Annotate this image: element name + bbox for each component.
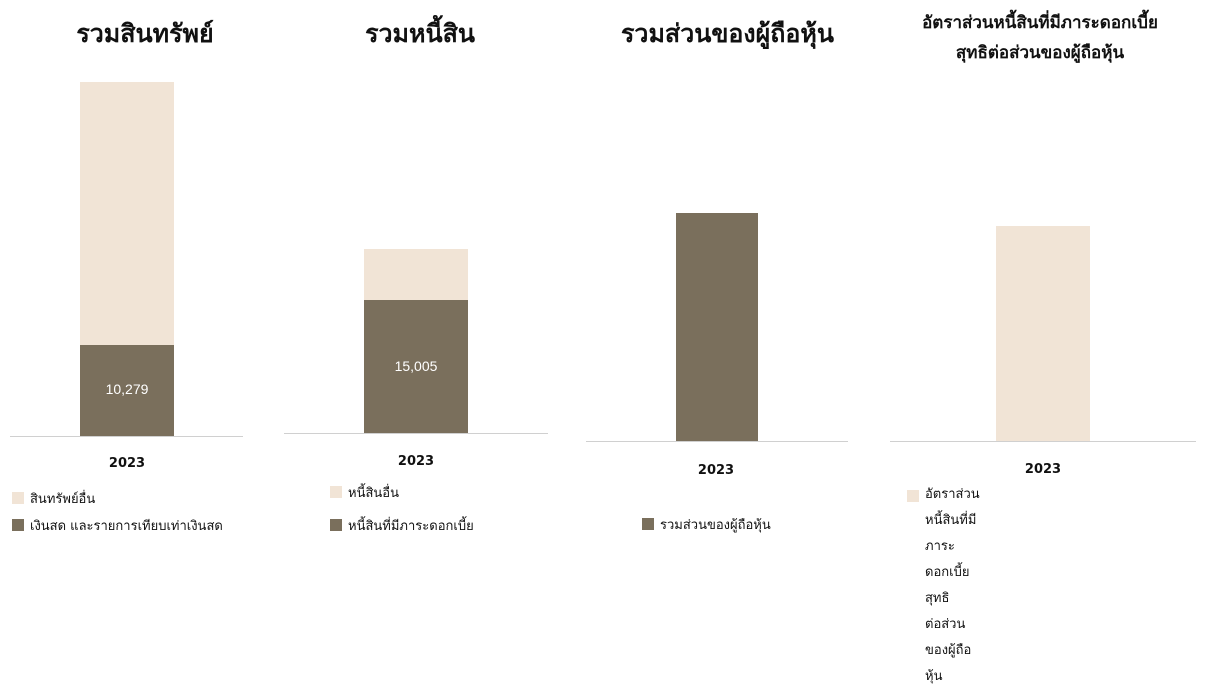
bar-other-liabilities (364, 249, 468, 300)
chart-title-line-2: สุทธิต่อส่วนของผู้ถือหุ้น (875, 38, 1205, 68)
data-label-cash: 10,279 (80, 381, 174, 397)
legend-swatch (642, 518, 654, 530)
legend-label: เงินสด และรายการเทียบเท่าเงินสด (30, 515, 223, 536)
chart-total-liabilities: รวมหนี้สิน 15,005 2023 หนี้สินอื่น หนี้ส… (290, 0, 570, 536)
chart-title: รวมส่วนของผู้ถือหุ้น (590, 14, 865, 54)
legend-swatch (12, 519, 24, 531)
x-axis-line (890, 441, 1196, 442)
chart-title: รวมสินทรัพย์ (0, 14, 290, 54)
chart-total-assets: รวมสินทรัพย์ 10,279 2023 สินทรัพย์อื่น เ… (0, 0, 290, 536)
chart-total-equity: รวมส่วนของผู้ถือหุ้น 2023 รวมส่วนของผู้ถ… (580, 0, 865, 536)
x-tick-2023: 2023 (676, 463, 756, 478)
legend-label: อัตราส่วนหนี้สินที่มีภาระดอกเบี้ยสุทธิ ต… (925, 482, 980, 690)
x-axis-line (284, 433, 548, 434)
x-tick-2023: 2023 (1003, 462, 1083, 477)
legend-label-line-1: อัตราส่วนหนี้สินที่มีภาระดอกเบี้ยสุทธิ (925, 482, 980, 612)
chart-title: อัตราส่วนหนี้สินที่มีภาระดอกเบี้ย สุทธิต… (875, 8, 1205, 68)
chart-net-ibd-to-equity: อัตราส่วนหนี้สินที่มีภาระดอกเบี้ย สุทธิต… (875, 0, 1205, 536)
legend-swatch (330, 486, 342, 498)
bar-total-equity (676, 213, 758, 441)
legend-label: สินทรัพย์อื่น (30, 488, 95, 509)
x-axis-line (586, 441, 848, 442)
bar-net-ibd-to-equity (996, 226, 1090, 441)
legend-swatch (330, 519, 342, 531)
x-axis-line (10, 436, 243, 437)
chart-title-line-1: อัตราส่วนหนี้สินที่มีภาระดอกเบี้ย (875, 8, 1205, 38)
data-label-interest-bearing: 15,005 (364, 358, 468, 374)
legend-label: หนี้สินที่มีภาระดอกเบี้ย (348, 515, 474, 536)
legend-label-line-2: ต่อส่วนของผู้ถือหุ้น (925, 612, 980, 690)
legend-label: รวมส่วนของผู้ถือหุ้น (660, 514, 771, 535)
bar-other-assets (80, 82, 174, 345)
x-tick-2023: 2023 (87, 456, 167, 471)
legend-label: หนี้สินอื่น (348, 482, 399, 503)
legend-swatch (907, 490, 919, 502)
chart-title: รวมหนี้สิน (290, 14, 550, 54)
legend-swatch (12, 492, 24, 504)
x-tick-2023: 2023 (376, 454, 456, 469)
